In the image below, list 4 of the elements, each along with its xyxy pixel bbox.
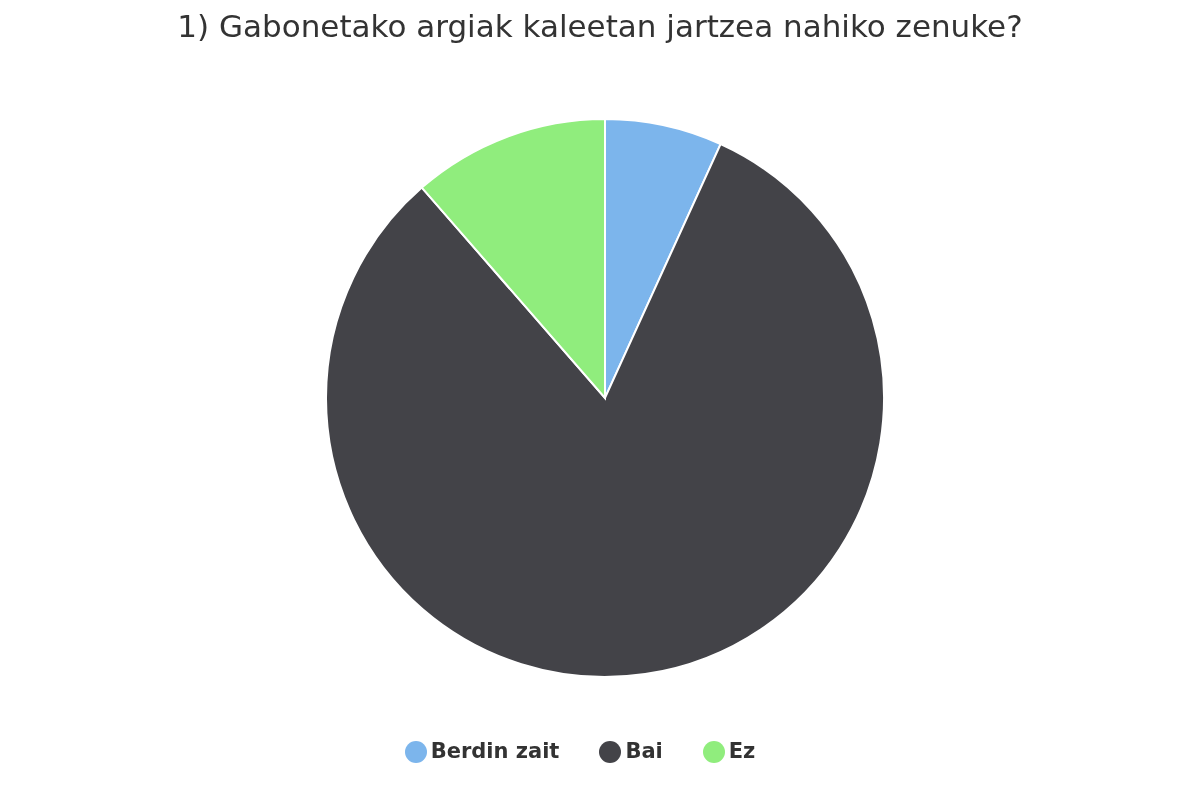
chart-title: 1) Gabonetako argiak kaleetan jartzea nahiko zenuke? (176, 8, 1024, 46)
legend-label: Ez (728, 739, 756, 763)
legend-label: Berdin zait (430, 739, 560, 763)
legend-label: Bai (625, 739, 663, 763)
